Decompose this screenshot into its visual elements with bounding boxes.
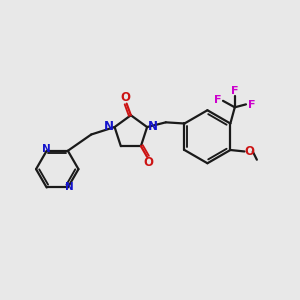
Text: N: N — [42, 144, 51, 154]
Text: O: O — [120, 91, 130, 104]
Text: O: O — [144, 156, 154, 169]
Text: N: N — [104, 120, 114, 133]
Text: N: N — [65, 182, 74, 193]
Text: N: N — [147, 120, 158, 133]
Text: O: O — [244, 145, 254, 158]
Text: F: F — [214, 95, 221, 105]
Text: F: F — [248, 100, 255, 110]
Text: F: F — [231, 86, 238, 96]
